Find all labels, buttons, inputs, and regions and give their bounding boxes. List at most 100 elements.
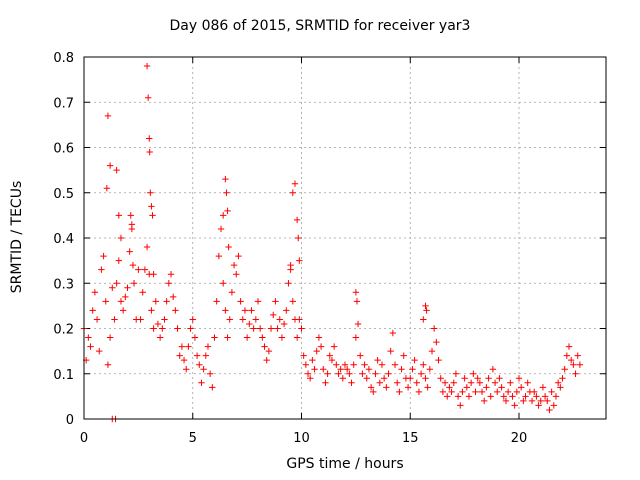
- data-point: [374, 356, 381, 364]
- data-point: [148, 307, 155, 314]
- data-point: [367, 384, 375, 391]
- data-point: [435, 356, 442, 364]
- data-point: [176, 352, 183, 359]
- data-point: [289, 298, 296, 305]
- data-point: [256, 325, 264, 332]
- data-point: [350, 361, 357, 368]
- data-point: [135, 266, 142, 273]
- data-point: [552, 393, 560, 400]
- data-point: [459, 388, 466, 396]
- data-point: [154, 320, 162, 328]
- data-point: [222, 307, 229, 314]
- data-point: [430, 325, 438, 332]
- data-point: [315, 334, 323, 341]
- data-point: [113, 280, 120, 287]
- x-tick-label: 15: [402, 431, 419, 446]
- data-point: [272, 298, 279, 305]
- data-point: [143, 243, 151, 251]
- data-point: [191, 334, 199, 341]
- data-point: [254, 298, 262, 305]
- data-point: [167, 271, 175, 278]
- data-point: [474, 375, 481, 382]
- data-point: [278, 334, 286, 341]
- data-point: [259, 334, 266, 341]
- data-point: [509, 393, 516, 400]
- data-point: [180, 356, 188, 364]
- data-point: [554, 379, 562, 386]
- data-point: [411, 356, 418, 364]
- data-point: [550, 402, 557, 409]
- y-tick-label: 0: [66, 413, 74, 428]
- data-point: [124, 284, 131, 291]
- data-point: [85, 334, 92, 341]
- data-point: [465, 393, 473, 400]
- data-point: [420, 316, 427, 323]
- data-point: [565, 343, 573, 350]
- data-point: [559, 375, 566, 382]
- data-point: [300, 352, 307, 359]
- data-point: [100, 252, 107, 260]
- data-point: [225, 243, 232, 251]
- x-tick-label: 5: [189, 431, 197, 446]
- x-tick-label: 10: [293, 431, 310, 446]
- data-point: [541, 393, 549, 400]
- data-point: [537, 397, 544, 405]
- data-point: [372, 370, 379, 377]
- data-point: [383, 384, 390, 391]
- data-point: [417, 370, 425, 377]
- data-point: [387, 347, 394, 355]
- data-point: [394, 379, 401, 386]
- data-point: [87, 343, 94, 350]
- data-point: [252, 316, 260, 323]
- data-point: [524, 379, 531, 386]
- data-point: [483, 384, 490, 391]
- data-point: [574, 352, 581, 359]
- data-point: [246, 320, 253, 328]
- data-point: [204, 343, 212, 350]
- data-point: [296, 316, 303, 323]
- data-point: [98, 266, 105, 273]
- data-point: [193, 352, 201, 359]
- data-point: [570, 361, 577, 368]
- data-point: [106, 162, 114, 169]
- data-point: [144, 94, 152, 101]
- y-tick-label: 0.2: [53, 323, 74, 338]
- data-point: [444, 393, 451, 400]
- data-point: [104, 361, 112, 368]
- data-point: [187, 325, 194, 332]
- data-point: [296, 257, 303, 264]
- data-point: [463, 384, 470, 391]
- data-point: [407, 375, 414, 382]
- data-point: [102, 298, 109, 305]
- data-point: [146, 135, 153, 142]
- data-point: [291, 180, 299, 187]
- data-point: [215, 252, 223, 260]
- data-point: [293, 216, 301, 224]
- data-point: [391, 361, 399, 368]
- data-point: [150, 325, 157, 332]
- data-point: [196, 361, 203, 368]
- data-point: [478, 388, 486, 396]
- data-point: [361, 361, 368, 368]
- data-point: [454, 393, 462, 400]
- x-axis-label: GPS time / hours: [286, 456, 404, 472]
- data-point: [280, 320, 288, 328]
- data-point: [230, 261, 238, 269]
- data-point: [507, 379, 514, 386]
- data-point: [470, 370, 477, 377]
- data-point: [398, 366, 405, 373]
- data-point: [93, 316, 101, 323]
- data-point: [496, 375, 503, 382]
- data-point: [423, 307, 430, 314]
- data-point: [491, 379, 499, 386]
- data-point: [339, 375, 347, 382]
- data-point: [228, 289, 236, 296]
- data-point: [357, 352, 364, 359]
- data-point: [428, 347, 436, 355]
- data-point: [103, 185, 111, 192]
- data-point: [237, 298, 244, 305]
- data-point: [235, 252, 242, 260]
- data-point: [283, 307, 290, 314]
- y-axis-label: SRMTID / TECUs: [9, 180, 25, 294]
